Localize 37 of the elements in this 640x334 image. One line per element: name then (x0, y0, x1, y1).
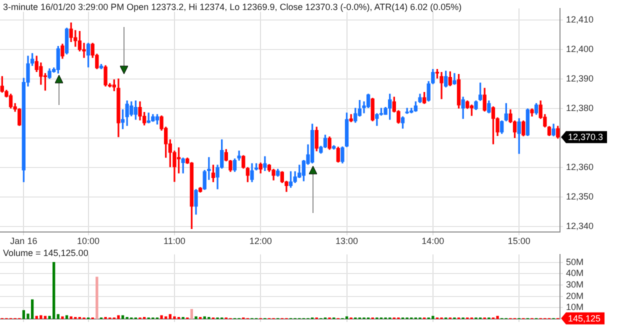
bar (30, 299, 34, 319)
y-tick-label: 12,340 (566, 220, 594, 231)
y-tick-label: 30M (566, 279, 584, 290)
x-tick-label: 10:00 (77, 236, 100, 246)
chart-title: Volume = 145,125.00 (3, 248, 88, 258)
x-tick-label: 12:00 (249, 236, 272, 246)
text: 145,125 (568, 313, 601, 324)
y-tick-label: 20M (566, 290, 584, 301)
chart-title: 3-minute 16/01/20 3:29:00 PM Open 12373.2, Hi 12374, Lo 12369.9, Close 12370.3 (-0.0%), ATR(14) 6.02 (0.05%) (3, 2, 462, 12)
y-tick-label: 50M (566, 256, 584, 267)
bar (40, 315, 42, 319)
bar (117, 315, 120, 319)
y-tick-label: 12,390 (566, 74, 594, 84)
bar (496, 316, 499, 319)
bar (70, 316, 72, 319)
bar (61, 316, 64, 319)
bar (160, 315, 163, 319)
y-tick-label: 12,380 (566, 103, 594, 114)
bar (96, 276, 98, 319)
x-tick-label: 13:00 (336, 236, 358, 246)
y-tick-label: 12,400 (566, 44, 594, 54)
bar (22, 310, 26, 319)
bar (173, 316, 176, 319)
bar (56, 314, 60, 319)
y-tick-label: 12,410 (566, 14, 594, 25)
y-tick-label: 12,350 (566, 191, 594, 202)
y-tick-label: 40M (566, 268, 584, 278)
bar (194, 316, 198, 319)
y-tick-label: 10M (566, 302, 584, 312)
x-tick-label: 14:00 (422, 236, 444, 246)
bar (190, 309, 194, 319)
bar (432, 316, 434, 319)
x-tick-label: Jan 16 (10, 236, 38, 246)
x-tick-label: 15:00 (508, 236, 530, 246)
y-tick-label: 12,360 (566, 162, 594, 172)
x-tick-label: 11:00 (164, 236, 186, 246)
text: 12,370.3 (568, 132, 604, 142)
